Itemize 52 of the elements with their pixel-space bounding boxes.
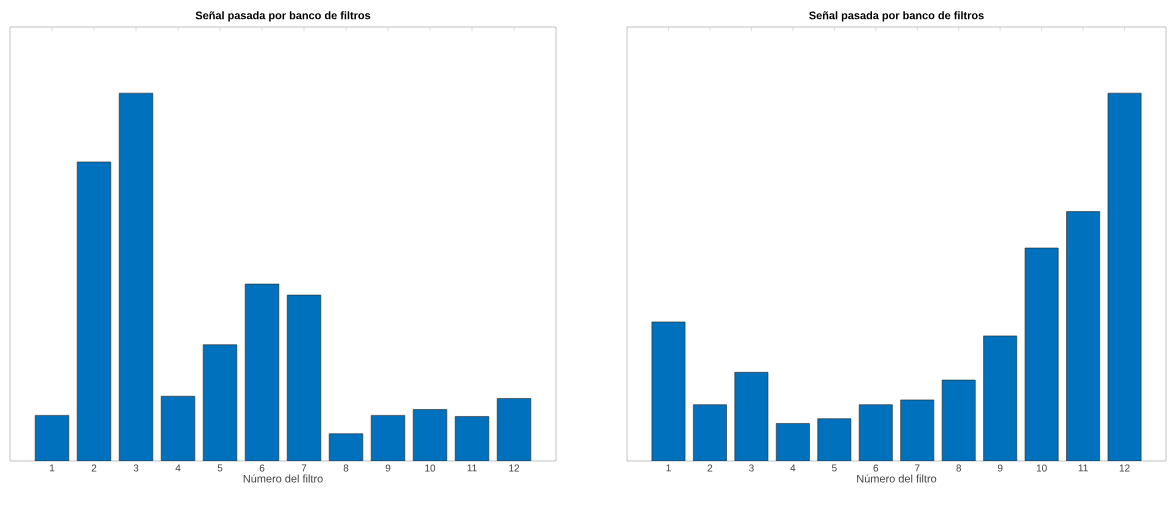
x-tick-label: 8 [956, 464, 962, 472]
x-tick-label: 10 [425, 464, 436, 472]
x-tick-label: 4 [175, 464, 181, 472]
x-tick-label: 9 [997, 464, 1003, 472]
bar [693, 404, 727, 461]
x-tick-label: 11 [1078, 464, 1088, 472]
x-tick-label: 2 [91, 464, 97, 472]
x-tick-label: 5 [217, 464, 223, 472]
bar [651, 321, 686, 461]
x-tick-label: 3 [133, 464, 139, 472]
bar [942, 380, 976, 461]
x-tick-label: 7 [914, 464, 920, 472]
x-tick-label: 12 [509, 464, 520, 472]
bar [983, 335, 1017, 461]
bar [900, 399, 934, 461]
bar [119, 93, 153, 461]
bar [287, 295, 321, 461]
x-tick-label: 10 [1036, 464, 1047, 472]
bar [161, 396, 195, 461]
bar [776, 423, 810, 461]
bar [1025, 248, 1059, 461]
x-tick-label: 7 [301, 464, 307, 472]
x-axis-title: Número del filtro [243, 474, 323, 483]
bar [1107, 92, 1142, 461]
x-tick-label: 6 [873, 464, 879, 472]
x-tick-label: 2 [707, 464, 713, 472]
x-tick-label: 4 [790, 464, 796, 472]
bar [859, 404, 893, 461]
bar [817, 418, 851, 461]
bar [245, 284, 279, 461]
chart-title: Señal pasada por banco de filtros [195, 11, 371, 22]
bar [413, 409, 447, 461]
x-axis-title: Número del filtro [857, 474, 937, 483]
x-tick-label: 1 [50, 464, 55, 472]
x-tick-label: 6 [259, 464, 265, 472]
x-tick-label: 9 [385, 464, 391, 472]
x-tick-label: 5 [831, 464, 837, 472]
bar [203, 344, 237, 461]
x-tick-label: 3 [749, 464, 754, 472]
bar [496, 398, 532, 461]
x-tick-label: 11 [467, 464, 477, 472]
x-tick-label: 1 [666, 464, 671, 472]
x-tick-label: 8 [343, 464, 349, 472]
bar [1066, 211, 1100, 461]
bar [734, 372, 768, 461]
x-tick-label: 12 [1119, 464, 1130, 472]
bar [371, 415, 405, 461]
bar [77, 161, 111, 461]
bar [35, 415, 69, 461]
bar [329, 433, 363, 461]
bar [455, 416, 489, 461]
chart-title: Señal pasada por banco de filtros [809, 11, 984, 22]
